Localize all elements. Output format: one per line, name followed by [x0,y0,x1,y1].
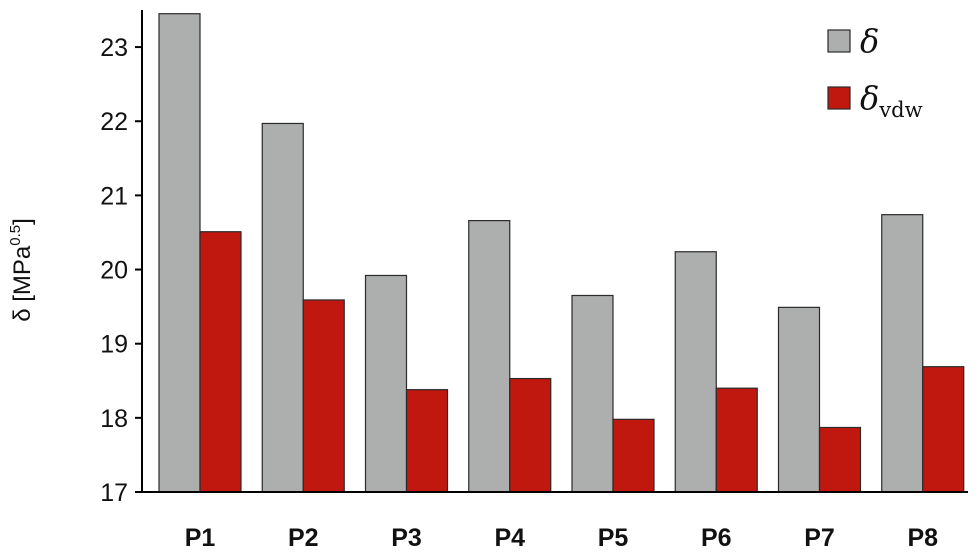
y-tick-label: 18 [100,405,128,433]
bar-delta-vdw-p4 [509,377,552,493]
bar-delta-p6 [674,251,717,493]
y-axis-title: δ [MPa0.5] [7,218,36,322]
bar-delta-p2 [261,122,304,493]
y-axis-title-sup: 0.5 [7,225,24,246]
legend-label-delta-main: δ [860,22,879,60]
legend-label-delta-vdw-main: δ [860,79,879,117]
legend-label-delta-vdw-sub: vdw [878,98,922,122]
bar-delta-vdw-p5 [612,418,655,493]
y-tick-label: 17 [100,479,128,507]
bar-delta-p7 [777,306,821,493]
bar-delta-vdw-p6 [715,387,758,493]
y-tick-label: 21 [100,182,128,210]
bar-delta-p3 [364,274,408,493]
legend-label-delta-vdw: δvdw [860,79,923,122]
bar-delta-p8 [881,214,924,493]
x-tick-label: P1 [185,524,216,552]
y-tick-label: 19 [100,331,128,359]
legend: δ δvdw [827,22,923,122]
legend-swatch-delta-vdw [827,86,851,110]
x-axis-labels: P1 P2 P3 P4 P5 P6 P7 P8 [185,524,938,552]
x-tick-label: P3 [391,524,422,552]
x-tick-label: P8 [907,524,938,552]
y-tick-label: 22 [100,108,128,136]
bar-delta-vdw-p3 [405,389,449,493]
bar-delta-p1 [158,13,201,493]
y-axis-ticks: 17 18 19 20 21 22 23 [100,34,142,507]
bar-delta-vdw-p8 [922,366,965,493]
y-tick-label: 20 [100,257,128,285]
bar-delta-vdw-p2 [302,299,345,493]
y-axis-title-main: δ [MPa [9,245,36,322]
y-axis-title-close: ] [9,218,36,225]
bars-group [158,13,965,493]
bar-delta-vdw-p7 [818,426,862,493]
legend-label-delta: δ [860,22,879,60]
bar-delta-p4 [468,219,511,493]
legend-swatch-delta [827,29,851,53]
x-tick-label: P5 [598,524,629,552]
x-tick-label: P7 [804,524,835,552]
y-tick-label: 23 [100,34,128,62]
x-tick-label: P6 [701,524,732,552]
x-tick-label: P2 [288,524,319,552]
bar-delta-p5 [571,294,614,493]
bar-delta-vdw-p1 [199,231,242,493]
x-tick-label: P4 [494,524,525,552]
